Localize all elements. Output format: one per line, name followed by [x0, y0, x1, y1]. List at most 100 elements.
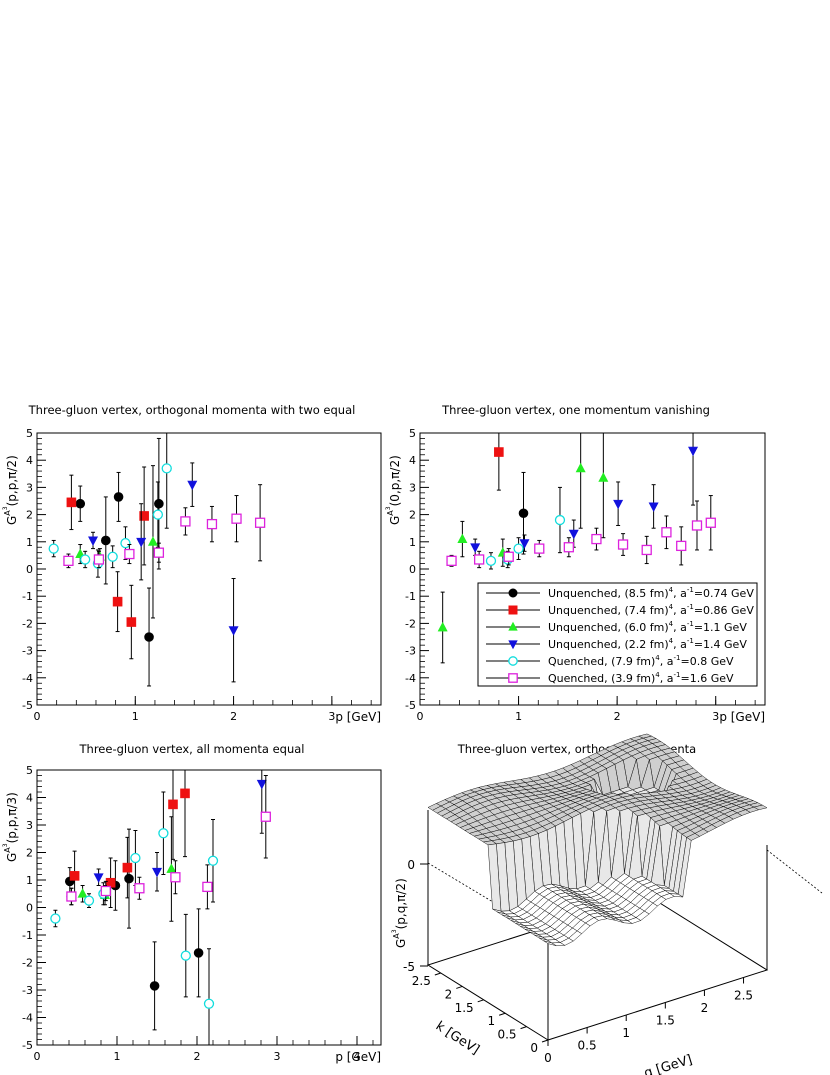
data-point: [112, 596, 123, 607]
q-tick-label: 2.5: [734, 989, 753, 1003]
data-point: [617, 539, 629, 550]
panel1-title: Three-gluon vertex, orthogonal momenta w…: [28, 403, 356, 417]
data-point: [180, 516, 191, 527]
x-tick-label: 2: [230, 710, 237, 723]
legend-label-tail: , a: [673, 604, 687, 617]
y-tick-label: 0: [409, 563, 416, 576]
x-tick-label: 3: [328, 710, 335, 723]
q-tick-label: 2: [701, 1001, 709, 1015]
y-tick-label: 0: [26, 563, 33, 576]
k-tick-label: 2: [445, 987, 453, 1001]
x-axis-label: p [GeV]: [335, 1050, 381, 1064]
plot-frame: [36, 432, 382, 706]
data-point: [518, 508, 529, 519]
y-tick-label: 0: [26, 902, 33, 915]
z-label-sup2: 3: [391, 929, 398, 933]
y-tick-label: -1: [405, 590, 416, 603]
data-point: [77, 888, 88, 898]
x-tick-label: 1: [114, 1050, 121, 1063]
data-point: [63, 555, 74, 566]
y-tick-label: -3: [22, 984, 33, 997]
x-tick-label: 4: [354, 1050, 361, 1063]
y-label-sup2: 3: [385, 506, 392, 510]
k-tick: [434, 972, 442, 976]
data-point: [93, 554, 105, 565]
y-tick-label: 2: [26, 509, 33, 522]
data-point: [134, 883, 145, 894]
q-tick-label: 0.5: [578, 1039, 597, 1053]
data-point: [260, 811, 271, 822]
z-label-rest: (p,q,π/2): [394, 878, 408, 929]
x-tick-label: 3: [712, 710, 719, 723]
data-point: [180, 788, 190, 799]
legend-label-tail: , a: [673, 587, 687, 600]
legend-label-main: Quenched, (7.9 fm): [548, 655, 655, 668]
data-point: [120, 538, 131, 549]
data-point: [168, 799, 178, 810]
x-axis-label: p [GeV]: [719, 710, 765, 724]
z-label-main: G: [394, 939, 408, 948]
y-tick-label: -2: [22, 617, 33, 630]
legend-label-sup: 4: [669, 586, 674, 594]
data-point: [88, 536, 99, 547]
legend-label-main: Unquenched, (6.0 fm): [548, 621, 669, 634]
legend-label-sup: 4: [669, 637, 674, 645]
data-point: [446, 555, 457, 566]
x-tick-label: 0: [417, 710, 424, 723]
x-tick-label: 1: [515, 710, 522, 723]
legend-label: Unquenched, (6.0 fm)4, a-1=1.1 GeV: [548, 620, 747, 634]
legend-label: Quenched, (3.9 fm)4, a-1=1.6 GeV: [548, 671, 734, 685]
y-tick-label: -2: [405, 617, 416, 630]
panel4-surface-plot: 00.511.522.500.511.522.50-5q [GeV]k [GeV…: [391, 733, 823, 1075]
data-point: [203, 998, 215, 1009]
data-point: [485, 555, 497, 566]
panel3-title: Three-gluon vertex, all momenta equal: [79, 742, 305, 756]
data-point: [207, 855, 219, 866]
y-tick-label: -5: [405, 699, 416, 712]
legend-label: Quenched, (7.9 fm)4, a-1=0.8 GeV: [548, 654, 734, 668]
x-axis-label: p [GeV]: [335, 710, 381, 724]
data-point: [69, 871, 80, 881]
y-tick-label: -4: [405, 672, 416, 685]
z-axis-label: GA3(p,q,π/2): [391, 878, 408, 948]
k-tick: [477, 999, 484, 1003]
data-point: [598, 472, 609, 482]
data-point: [202, 881, 213, 893]
data-point: [661, 527, 672, 538]
y-tick-label: -3: [22, 645, 33, 658]
q-tick-label: 1.5: [656, 1014, 675, 1028]
data-point: [641, 544, 652, 556]
y-label-rest: (p,p,π/3): [5, 792, 19, 843]
data-point: [187, 480, 198, 491]
data-point: [591, 533, 602, 545]
data-point: [575, 462, 586, 473]
legend-marker: [508, 673, 518, 683]
data-point: [470, 543, 481, 553]
data-point: [231, 513, 242, 524]
legend-label-sup: -1: [674, 654, 681, 662]
surface-facet: [543, 940, 557, 947]
y-tick-label: 1: [26, 536, 33, 549]
data-point: [563, 542, 574, 553]
data-point: [228, 626, 239, 636]
legend-label-sup: -1: [687, 603, 694, 611]
data-point: [503, 551, 514, 562]
data-point: [193, 948, 204, 958]
y-label-sup: A: [3, 847, 12, 853]
x-tick-label: 3: [274, 1050, 281, 1063]
y-tick-label: 4: [26, 792, 33, 805]
k-tick: [456, 985, 463, 989]
legend: Unquenched, (8.5 fm)4, a-1=0.74 GeVUnque…: [477, 582, 758, 687]
legend-label-end: =0.8 GeV: [680, 655, 733, 668]
legend-label-tail: , a: [673, 638, 687, 651]
k-tick-label: 0: [530, 1041, 538, 1055]
legend-label-end: =1.6 GeV: [680, 672, 733, 685]
legend-marker: [508, 640, 518, 650]
data-point: [154, 498, 164, 509]
data-point: [113, 492, 124, 502]
q-axis-label: q [GeV]: [642, 1052, 694, 1075]
y-tick-label: 5: [409, 427, 416, 440]
legend-label-main: Unquenched, (7.4 fm): [548, 604, 669, 617]
